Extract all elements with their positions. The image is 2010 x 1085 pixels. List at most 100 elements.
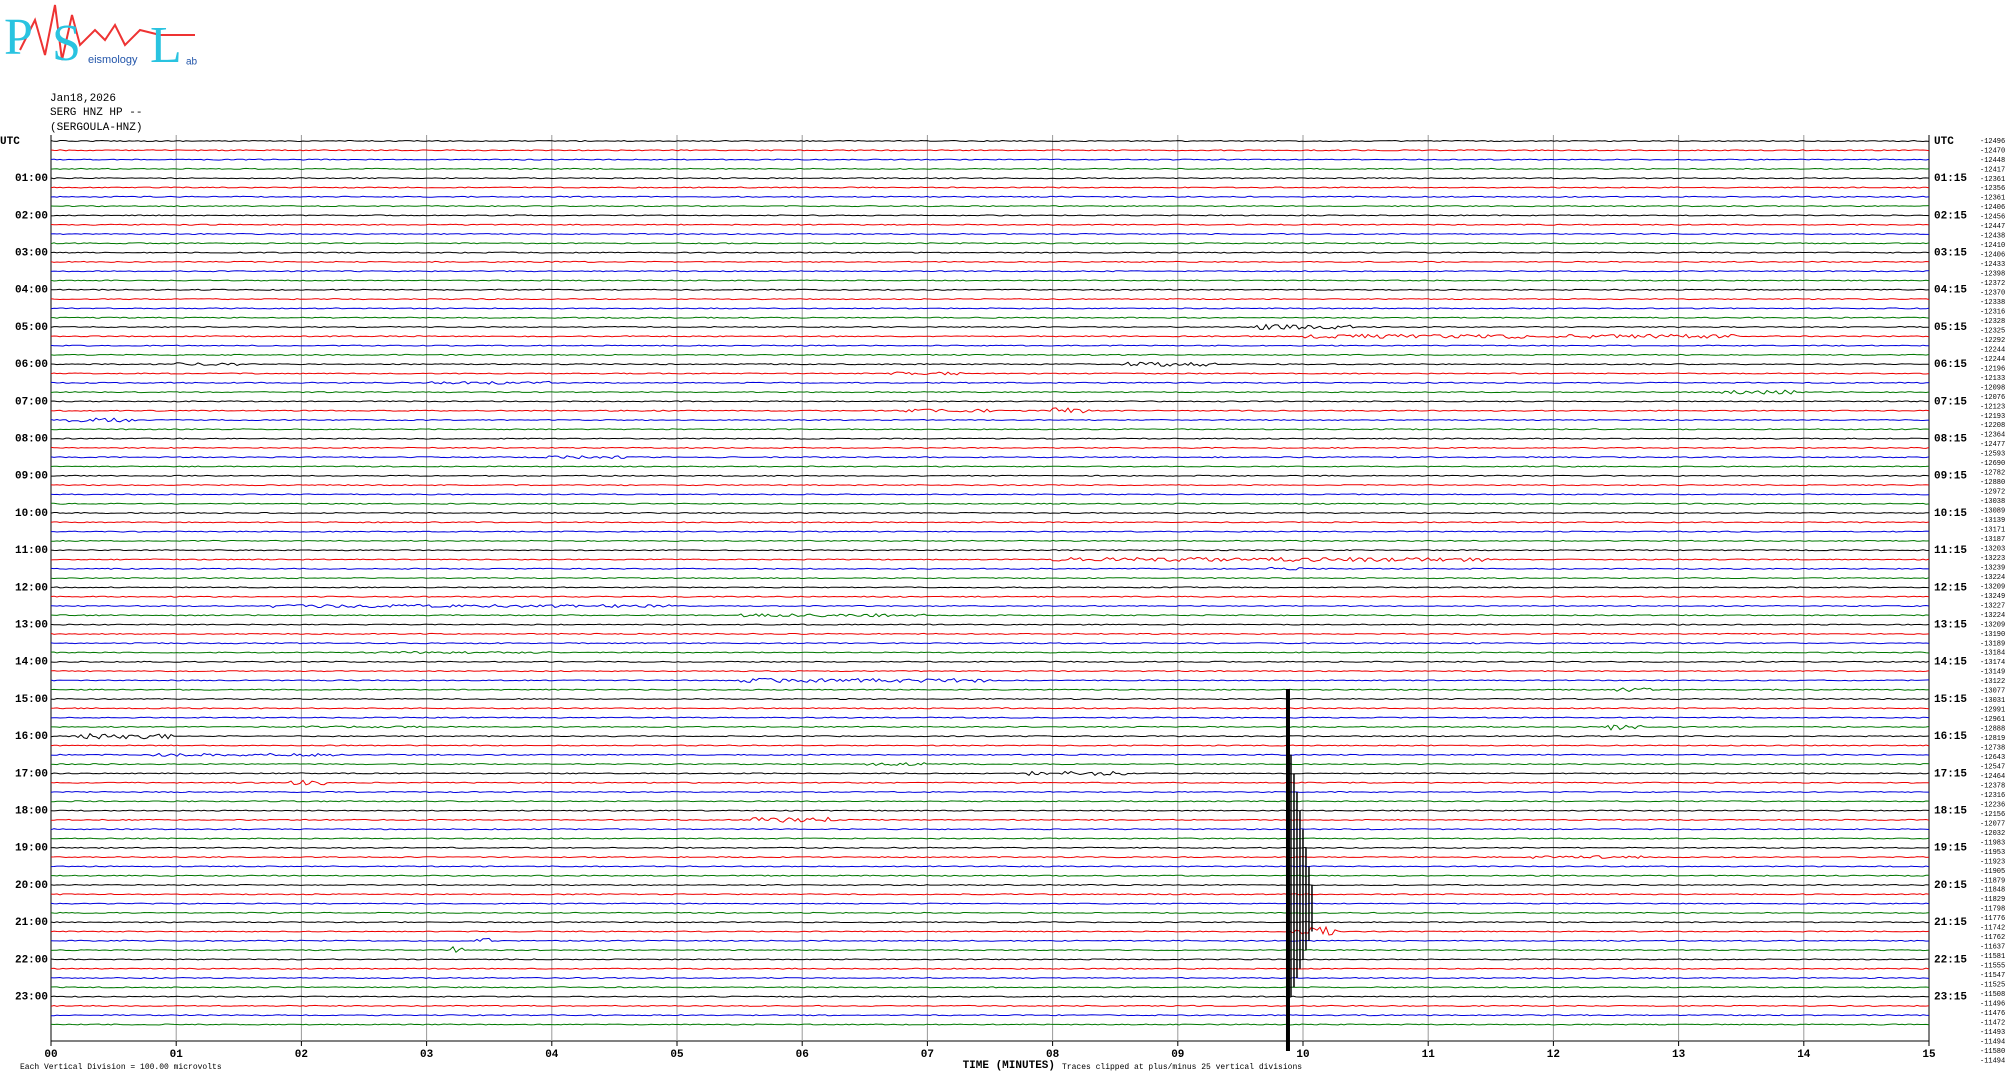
trace: [50, 595, 1930, 598]
trace: [50, 333, 1930, 339]
time-label: 18:00: [15, 806, 48, 818]
offset-label: -12156: [1980, 811, 2005, 819]
offset-label: -13189: [1980, 640, 2005, 648]
trace: [50, 279, 1930, 282]
offset-label: -13031: [1980, 697, 2005, 705]
trace: [50, 307, 1930, 310]
trace: [50, 632, 1930, 635]
time-label: 09:00: [15, 471, 48, 483]
trace: [50, 270, 1929, 273]
trace: [50, 642, 1930, 645]
offset-label: -11508: [1980, 991, 2005, 999]
trace: [51, 800, 1930, 803]
time-label: 19:00: [15, 843, 48, 855]
trace: [50, 677, 1930, 683]
x-tick-label: 05: [670, 1049, 684, 1061]
station: SERG HNZ HP --: [50, 107, 142, 119]
time-label: 01:15: [1934, 173, 1967, 185]
trace: [50, 214, 1930, 217]
trace: [50, 945, 1930, 953]
offset-label: -12372: [1980, 280, 2005, 288]
trace: [51, 316, 1930, 319]
date: Jan18,2026: [50, 93, 116, 105]
offset-label: -12244: [1980, 346, 2005, 354]
time-label: 15:00: [15, 694, 48, 706]
offset-label: -11496: [1980, 1000, 2005, 1008]
offset-label: -12364: [1980, 432, 2005, 440]
logo: P S L eismology ab: [4, 4, 198, 74]
x-tick-label: 06: [796, 1049, 809, 1061]
trace: [50, 911, 1930, 914]
time-label: 13:15: [1934, 620, 1967, 632]
offset-label: -12361: [1980, 176, 2005, 184]
trace: [50, 465, 1930, 468]
time-label: 04:00: [15, 285, 48, 297]
offset-label: -12447: [1980, 223, 2005, 231]
offset-label: -11848: [1980, 887, 2005, 895]
time-label: 16:00: [15, 731, 48, 743]
trace: [50, 716, 1930, 719]
trace: [50, 613, 1930, 618]
time-label: 12:15: [1934, 582, 1967, 594]
offset-label: -12196: [1980, 365, 2005, 373]
time-label: 08:00: [15, 434, 48, 446]
offset-label: -13149: [1980, 669, 2005, 677]
offset-label: -11953: [1980, 849, 2005, 857]
trace: [50, 223, 1930, 226]
trace: [50, 493, 1930, 496]
trace: [50, 976, 1930, 980]
trace: [50, 846, 1930, 849]
offset-label: -11547: [1980, 972, 2005, 980]
trace: [50, 344, 1930, 347]
offset-label: -11742: [1980, 925, 2005, 933]
offset-label: -13174: [1980, 659, 2005, 667]
trace: [50, 371, 1930, 376]
trace: [50, 417, 1930, 423]
time-label: 22:15: [1934, 954, 1967, 966]
trace: [50, 205, 1930, 208]
offset-label: -12356: [1980, 185, 2005, 193]
offset-label: -11762: [1980, 934, 2005, 942]
offset-label: -11494: [1980, 1038, 2005, 1046]
offset-label: -13249: [1980, 593, 2005, 601]
time-label: 08:15: [1934, 434, 1967, 446]
station-name: (SERGOULA-HNZ): [50, 122, 142, 134]
trace: [50, 549, 1930, 552]
labels: 00 01 02 03 04 05 06 07 08 09 10 11 12 13 14 15 UTC 01:00…: [0, 136, 2005, 1065]
x-axis-title: TIME (MINUTES): [963, 1060, 1055, 1072]
trace: [50, 556, 1930, 563]
time-label: 17:15: [1934, 768, 1967, 780]
trace: [50, 389, 1930, 395]
time-label: 23:00: [15, 992, 48, 1004]
offset-label: -11776: [1980, 915, 2005, 923]
offset-label: -12398: [1980, 271, 2005, 279]
trace: [51, 530, 1930, 533]
logo-text: ab: [186, 57, 198, 68]
offset-label: -12325: [1980, 327, 2005, 335]
clip-note: Traces clipped at plus/minus 25 vertical…: [1062, 1063, 1302, 1072]
trace: [51, 474, 1930, 477]
trace: [50, 407, 1930, 414]
time-label: 19:15: [1934, 843, 1967, 855]
trace: [50, 380, 1930, 385]
offset-label: -12076: [1980, 394, 2005, 402]
offset-label: -13077: [1980, 688, 2005, 696]
offset-label: -12593: [1980, 451, 2005, 459]
offset-label: -11472: [1980, 1019, 2005, 1027]
time-label: 03:15: [1934, 248, 1967, 260]
offset-label: -12208: [1980, 422, 2005, 430]
trace: [50, 697, 1930, 701]
time-label: 03:00: [15, 248, 48, 260]
time-label: 02:00: [15, 210, 48, 222]
offset-label: -13089: [1980, 508, 2005, 516]
time-label: 20:00: [15, 880, 48, 892]
offset-label: -12292: [1980, 337, 2005, 345]
time-label: 21:15: [1934, 917, 1967, 929]
offset-label: -11494: [1980, 1057, 2005, 1065]
offset-label: -13203: [1980, 545, 2005, 553]
time-label: 06:00: [15, 359, 48, 371]
offset-label: -11798: [1980, 906, 2005, 914]
trace: [50, 566, 1930, 571]
trace: [50, 260, 1930, 263]
